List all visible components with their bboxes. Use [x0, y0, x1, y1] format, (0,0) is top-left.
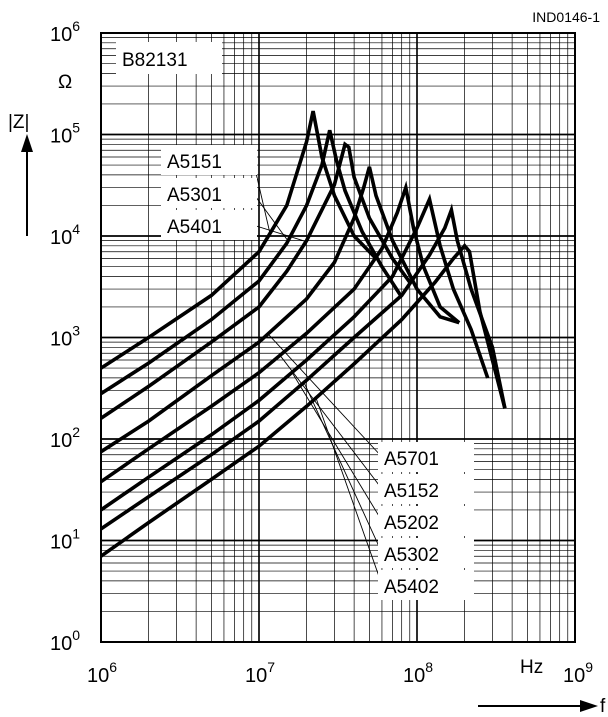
leader-a5301: [252, 192, 289, 242]
series-label-bg: [378, 570, 474, 600]
y-tick-label: 105: [50, 120, 80, 148]
x-axis-arrow: [478, 700, 598, 712]
series-label-bg: [161, 178, 257, 208]
y-tick-label: 101: [50, 526, 80, 554]
y-tick-label: 100: [50, 627, 80, 655]
series-line-a5402: [99, 243, 507, 558]
plot-frame: [100, 32, 576, 643]
series-line-a5401: [99, 141, 412, 420]
x-tick-label: 106: [87, 659, 117, 687]
series-label-bg: [378, 538, 474, 568]
leader-a5202: [291, 372, 383, 522]
series-label-a5301: A5301: [167, 185, 222, 206]
y-tick-label: 104: [50, 221, 80, 249]
grid: [100, 32, 576, 643]
x-tick-label: 109: [563, 659, 593, 687]
series-line-a5151: [100, 110, 378, 370]
y-axis-arrow: [21, 134, 33, 236]
series-line-a5301: [100, 129, 404, 396]
series-line-a5302: [99, 203, 507, 531]
series-label-a5401: A5401: [167, 217, 222, 238]
series-line-a5701: [100, 166, 460, 454]
y-tick-label: 106: [50, 18, 80, 46]
x-tick-label: 108: [403, 659, 433, 687]
series-labels: A5151 A5301 A5401 A5701 A5152 A5202 A5302 A5402: [161, 145, 474, 600]
leader-a5402: [315, 397, 383, 586]
x-axis-label: f: [600, 696, 606, 717]
series-layer: [99, 110, 507, 558]
x-unit-label: Hz: [520, 657, 543, 678]
label-leaders: [252, 159, 383, 586]
series-label-a5402: A5402: [384, 577, 439, 598]
series-label-bg: [378, 442, 474, 472]
series-label-bg: [378, 474, 474, 504]
series-label-a5152: A5152: [384, 481, 439, 502]
y-tick-labels: 100 101 102 103 104 105 106: [50, 18, 80, 655]
y-tick-label: 102: [50, 424, 80, 452]
leader-a5152: [279, 355, 383, 490]
series-line-a5202: [99, 193, 490, 512]
product-label-bg: [116, 42, 222, 74]
x-tick-labels: 106 107 108 109: [87, 659, 593, 687]
series-label-a5701: A5701: [384, 449, 439, 470]
series-label-a5302: A5302: [384, 545, 439, 566]
series-label-bg: [378, 506, 474, 536]
x-tick-label: 107: [245, 659, 275, 687]
series-label-a5202: A5202: [384, 513, 439, 534]
series-label-a5151: A5151: [167, 152, 222, 173]
leader-a5701: [267, 333, 383, 458]
y-tick-label: 103: [50, 323, 80, 351]
y-unit-label: Ω: [58, 72, 72, 93]
series-label-bg: [161, 145, 257, 175]
series-label-bg: [161, 210, 257, 240]
product-label: B82131: [122, 50, 188, 71]
leader-a5302: [303, 382, 383, 554]
reference-code: IND0146-1: [532, 9, 600, 25]
y-axis-label: |Z|: [8, 112, 29, 133]
leader-a5401: [252, 224, 307, 242]
